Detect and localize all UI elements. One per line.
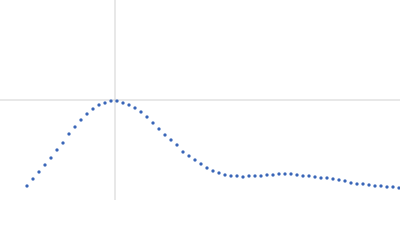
data-point xyxy=(109,99,113,103)
data-point xyxy=(289,172,293,176)
data-point xyxy=(115,99,119,103)
data-point xyxy=(307,174,311,178)
data-point xyxy=(253,174,257,178)
data-point xyxy=(379,184,383,188)
data-point xyxy=(151,121,155,125)
data-point xyxy=(199,162,203,166)
data-point xyxy=(85,112,89,116)
data-point xyxy=(295,173,299,177)
data-point xyxy=(103,101,107,105)
data-point xyxy=(331,177,335,181)
data-point xyxy=(229,174,233,178)
data-point xyxy=(43,163,47,167)
data-point xyxy=(91,107,95,111)
data-point xyxy=(313,175,317,179)
data-point xyxy=(181,150,185,154)
data-point xyxy=(25,184,29,188)
data-point xyxy=(367,183,371,187)
data-point xyxy=(205,166,209,170)
data-point xyxy=(133,106,137,110)
data-point xyxy=(235,174,239,178)
data-point xyxy=(271,173,275,177)
chart xyxy=(0,0,400,200)
data-point xyxy=(121,101,125,105)
data-point xyxy=(283,172,287,176)
data-point xyxy=(31,177,35,181)
data-point xyxy=(223,173,227,177)
data-point xyxy=(397,186,400,190)
data-point xyxy=(259,174,263,178)
data-point xyxy=(163,133,167,137)
data-point xyxy=(97,103,101,107)
data-point xyxy=(343,179,347,183)
data-point xyxy=(373,184,377,188)
data-point xyxy=(301,174,305,178)
data-point xyxy=(73,125,77,129)
data-point xyxy=(337,178,341,182)
data-point xyxy=(247,174,251,178)
data-point xyxy=(187,154,191,158)
data-point xyxy=(265,173,269,177)
data-point xyxy=(241,175,245,179)
data-point xyxy=(157,127,161,131)
data-point xyxy=(175,143,179,147)
data-point xyxy=(169,138,173,142)
data-point xyxy=(391,185,395,189)
data-point xyxy=(145,115,149,119)
data-point xyxy=(79,118,83,122)
data-point xyxy=(193,158,197,162)
data-point xyxy=(319,176,323,180)
data-point xyxy=(127,103,131,107)
data-point xyxy=(37,170,41,174)
data-point xyxy=(55,148,59,152)
data-point xyxy=(61,141,65,145)
data-point xyxy=(139,110,143,114)
data-point xyxy=(325,176,329,180)
data-point xyxy=(385,185,389,189)
data-point xyxy=(361,182,365,186)
data-point xyxy=(67,132,71,136)
data-point xyxy=(355,182,359,186)
data-point xyxy=(349,181,353,185)
data-point xyxy=(211,169,215,173)
data-point xyxy=(277,172,281,176)
data-point xyxy=(49,156,53,160)
data-point xyxy=(217,171,221,175)
